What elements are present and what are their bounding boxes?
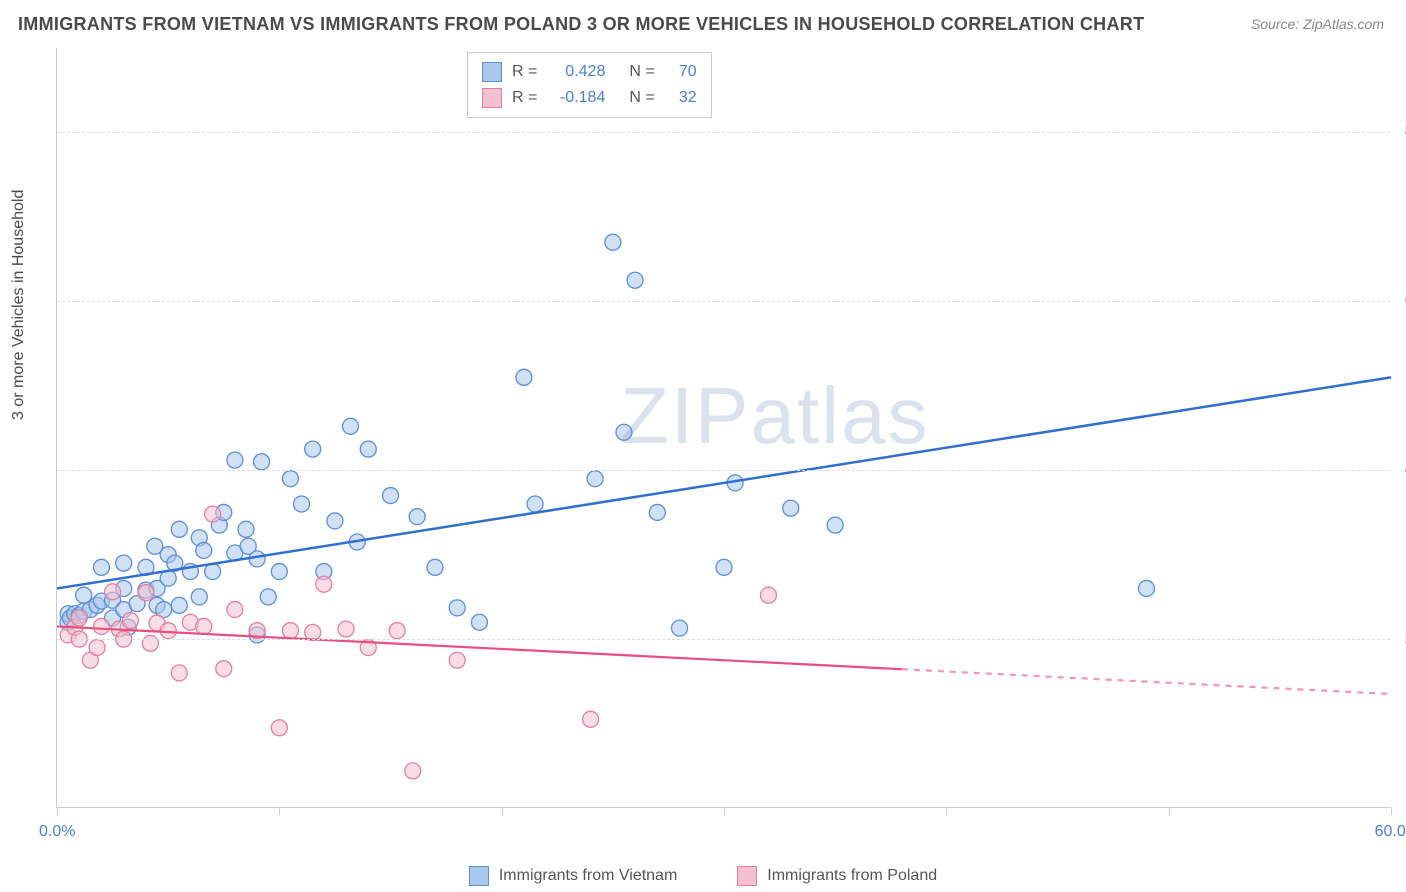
gridline — [57, 301, 1390, 302]
data-point — [227, 452, 243, 468]
x-axis-max-label: 60.0% — [1375, 823, 1406, 841]
data-point — [327, 513, 343, 529]
data-point — [449, 600, 465, 616]
data-point — [93, 618, 109, 634]
data-point — [587, 471, 603, 487]
data-point — [122, 613, 138, 629]
r-label: R = — [512, 59, 537, 85]
data-point — [89, 640, 105, 656]
data-point — [71, 610, 87, 626]
data-point — [271, 720, 287, 736]
data-point — [409, 509, 425, 525]
x-tick — [1169, 807, 1170, 815]
x-tick — [724, 807, 725, 815]
x-tick — [57, 807, 58, 815]
stats-legend-box: R = 0.428 N = 70 R = -0.184 N = 32 — [467, 52, 712, 118]
data-point — [282, 623, 298, 639]
data-point — [449, 652, 465, 668]
data-point — [171, 521, 187, 537]
data-point — [605, 234, 621, 250]
r-value: -0.184 — [547, 85, 605, 111]
data-point — [216, 661, 232, 677]
legend-swatch — [737, 866, 757, 886]
legend-item: Immigrants from Vietnam — [469, 866, 677, 886]
data-point — [171, 597, 187, 613]
data-point — [227, 602, 243, 618]
n-label: N = — [629, 59, 654, 85]
trend-line-dashed — [902, 669, 1391, 694]
gridline — [57, 470, 1390, 471]
data-point — [1138, 580, 1154, 596]
legend-label: Immigrants from Poland — [767, 867, 937, 885]
data-point — [827, 517, 843, 533]
x-tick — [946, 807, 947, 815]
n-value: 32 — [665, 85, 697, 111]
trend-line-solid — [57, 626, 902, 669]
series-swatch — [482, 62, 502, 82]
plot-area: R =0.428N =70R =-0.184N =32 0.0% 60.0% 2… — [56, 48, 1390, 808]
data-point — [360, 441, 376, 457]
data-point — [93, 559, 109, 575]
data-point — [305, 441, 321, 457]
data-point — [389, 623, 405, 639]
data-point — [427, 559, 443, 575]
data-point — [583, 711, 599, 727]
legend-label: Immigrants from Vietnam — [499, 867, 677, 885]
data-point — [160, 623, 176, 639]
data-point — [649, 504, 665, 520]
source-attribution: Source: ZipAtlas.com — [1251, 16, 1384, 32]
stats-row: R = 0.428 N = 70 — [482, 59, 697, 85]
data-point — [282, 471, 298, 487]
x-axis-min-label: 0.0% — [39, 823, 75, 841]
y-axis-label: 3 or more Vehicles in Household — [10, 190, 28, 420]
data-point — [191, 589, 207, 605]
data-point — [196, 618, 212, 634]
data-point — [196, 542, 212, 558]
legend-swatch — [469, 866, 489, 886]
data-point — [527, 496, 543, 512]
data-point — [316, 576, 332, 592]
series-swatch — [482, 88, 502, 108]
data-point — [294, 496, 310, 512]
data-point — [260, 589, 276, 605]
gridline — [57, 639, 1390, 640]
chart-title: IMMIGRANTS FROM VIETNAM VS IMMIGRANTS FR… — [18, 14, 1144, 35]
r-label: R = — [512, 85, 537, 111]
data-point — [238, 521, 254, 537]
data-point — [116, 555, 132, 571]
chart-svg — [57, 48, 1390, 807]
data-point — [105, 584, 121, 600]
data-point — [338, 621, 354, 637]
data-point — [716, 559, 732, 575]
data-point — [516, 369, 532, 385]
data-point — [405, 763, 421, 779]
data-point — [142, 635, 158, 651]
data-point — [305, 624, 321, 640]
data-point — [254, 454, 270, 470]
data-point — [672, 620, 688, 636]
data-point — [271, 564, 287, 580]
legend-item: Immigrants from Poland — [737, 866, 937, 886]
data-point — [616, 424, 632, 440]
r-value: 0.428 — [547, 59, 605, 85]
gridline — [57, 132, 1390, 133]
data-point — [471, 614, 487, 630]
n-label: N = — [629, 85, 654, 111]
trend-line — [57, 377, 1391, 588]
data-point — [760, 587, 776, 603]
n-value: 70 — [665, 59, 697, 85]
bottom-legend: Immigrants from Vietnam Immigrants from P… — [0, 866, 1406, 886]
data-point — [783, 500, 799, 516]
x-tick — [502, 807, 503, 815]
data-point — [205, 506, 221, 522]
x-tick — [1391, 807, 1392, 815]
data-point — [627, 272, 643, 288]
data-point — [171, 665, 187, 681]
data-point — [138, 585, 154, 601]
stats-row: R = -0.184 N = 32 — [482, 85, 697, 111]
data-point — [383, 488, 399, 504]
x-tick — [279, 807, 280, 815]
data-point — [76, 587, 92, 603]
data-point — [342, 418, 358, 434]
